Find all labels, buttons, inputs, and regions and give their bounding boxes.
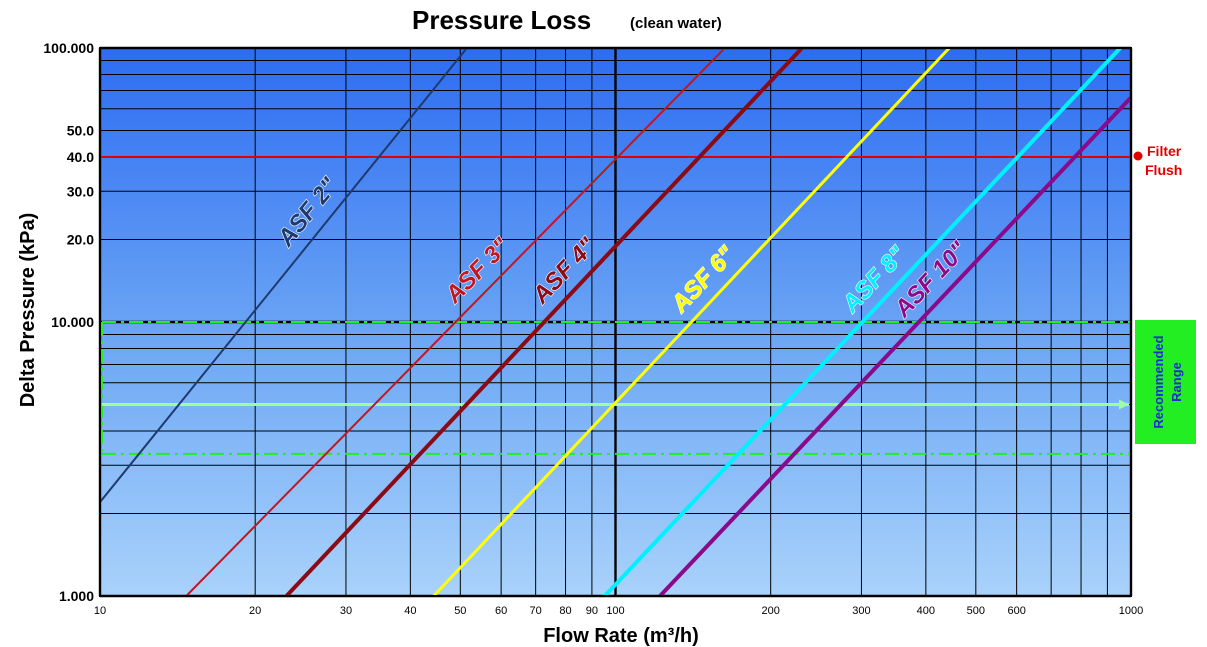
series-line — [432, 46, 951, 598]
filter-flush-label-1: Filter — [1147, 143, 1182, 159]
plot-border — [99, 47, 1132, 597]
y-tick-label: 40.0 — [67, 149, 94, 165]
x-tick-label: 50 — [454, 605, 466, 617]
x-tick-label: 600 — [1007, 605, 1025, 617]
filter-flush-marker — [1133, 151, 1143, 161]
x-tick-label: 90 — [586, 605, 598, 617]
x-tick-label: 10 — [94, 605, 106, 617]
y-tick-label: 30.0 — [67, 183, 94, 199]
x-tick-label: 400 — [917, 605, 935, 617]
recommended-range-label-2: Range — [1169, 362, 1184, 402]
x-tick-label: 500 — [967, 605, 985, 617]
y-tick-label: 50.0 — [67, 122, 94, 138]
x-tick-label: 20 — [249, 605, 261, 617]
y-tick-labels: 1.000 10.000 20.0 30.0 40.0 50.0 100.000 — [43, 40, 94, 604]
recommended-range-label-1: Recommended — [1151, 335, 1166, 428]
x-tick-label: 1000 — [1119, 605, 1143, 617]
recommended-range-box — [1135, 320, 1196, 444]
x-tick-label: 200 — [762, 605, 780, 617]
x-tick-label: 80 — [559, 605, 571, 617]
x-tick-label: 40 — [404, 605, 416, 617]
range-mid-arrow — [1119, 399, 1129, 410]
x-axis-label: Flow Rate (m³/h) — [543, 625, 699, 647]
x-tick-label: 70 — [530, 605, 542, 617]
series-line — [99, 47, 468, 503]
series-line — [658, 96, 1133, 598]
series-line — [185, 47, 726, 597]
x-tick-label: 300 — [852, 605, 870, 617]
annotations: Filter Flush Recommended Range — [1133, 143, 1196, 444]
x-tick-label: 100 — [606, 605, 624, 617]
chart-subtitle: (clean water) — [630, 15, 722, 32]
y-axis-label: Delta Pressure (kPa) — [17, 213, 39, 408]
y-tick-label: 10.000 — [51, 314, 94, 330]
series-line — [603, 46, 1122, 598]
x-tick-labels: 10 20 30 40 50 60 70 80 90 100 200 300 400 500 600 1000 — [94, 605, 1143, 617]
x-tick-label: 60 — [495, 605, 507, 617]
y-tick-label: 100.000 — [43, 40, 94, 56]
x-tick-label: 30 — [340, 605, 352, 617]
filter-flush-label-2: Flush — [1145, 162, 1182, 178]
series-lines — [99, 46, 1133, 598]
y-tick-label: 20.0 — [67, 232, 94, 248]
y-tick-label: 1.000 — [59, 588, 94, 604]
chart-title: Pressure Loss — [412, 5, 591, 35]
series-line — [285, 46, 804, 598]
